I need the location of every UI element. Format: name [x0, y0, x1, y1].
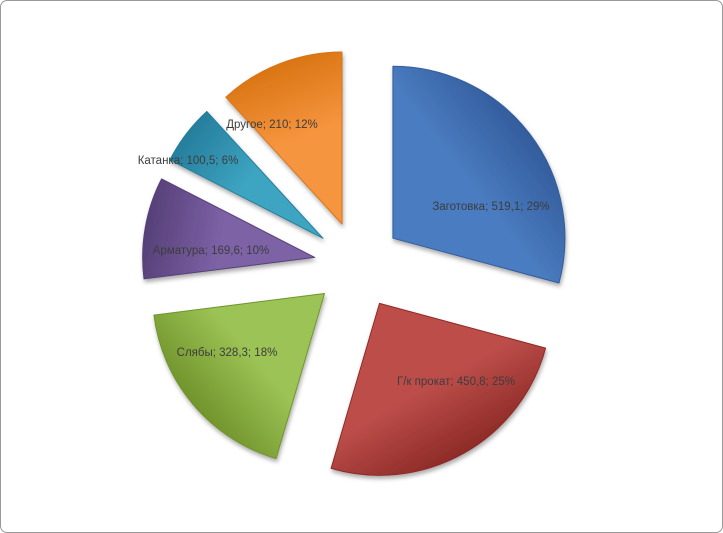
pie-slice-5[interactable]	[169, 111, 324, 239]
pie-slice-4[interactable]	[142, 178, 316, 280]
pie-slice-2[interactable]	[330, 302, 547, 476]
pie-slice-1[interactable]	[392, 65, 566, 284]
pie-slice-6[interactable]	[225, 51, 343, 225]
pie-slice-3[interactable]	[153, 293, 325, 460]
